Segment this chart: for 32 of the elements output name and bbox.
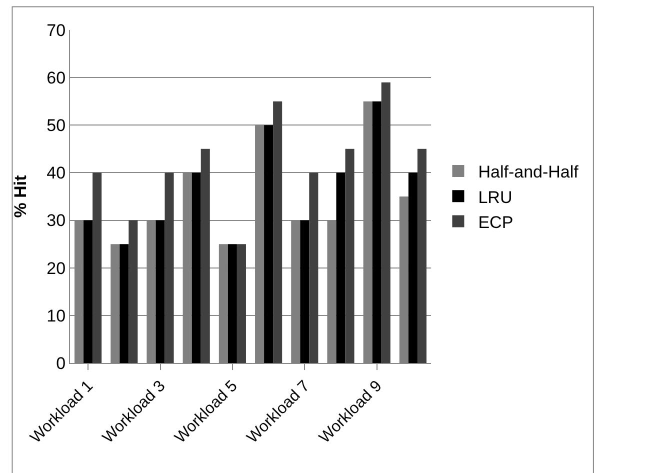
bar	[156, 220, 165, 363]
y-tick-label: 50	[46, 116, 66, 136]
y-tick-label: 70	[46, 20, 66, 40]
bar	[273, 101, 282, 363]
y-tick-label: 0	[56, 354, 66, 373]
bar	[408, 172, 418, 363]
bar	[92, 172, 102, 363]
y-tick-label: 60	[46, 68, 66, 88]
bar	[417, 148, 426, 363]
y-axis-title: % Hit	[11, 174, 30, 218]
bar	[84, 220, 93, 363]
legend-label: ECP	[478, 212, 514, 232]
y-tick-label: 10	[46, 306, 66, 326]
bar	[128, 220, 138, 363]
bar	[120, 244, 129, 363]
legend-label: Half-and-Half	[478, 162, 579, 182]
bar	[336, 172, 346, 363]
legend-label: LRU	[478, 188, 512, 207]
y-tick-label: 30	[46, 211, 66, 230]
bar	[228, 244, 237, 363]
bar	[381, 82, 390, 363]
y-tick-label: 20	[46, 258, 66, 278]
bar	[236, 244, 246, 363]
y-tick-label: 40	[46, 164, 66, 183]
bar	[345, 148, 354, 363]
bar	[200, 148, 210, 363]
bar	[309, 172, 318, 363]
bar	[192, 172, 201, 363]
bar	[372, 101, 382, 363]
bar	[164, 172, 174, 363]
bar	[264, 125, 274, 363]
bar	[300, 220, 310, 363]
